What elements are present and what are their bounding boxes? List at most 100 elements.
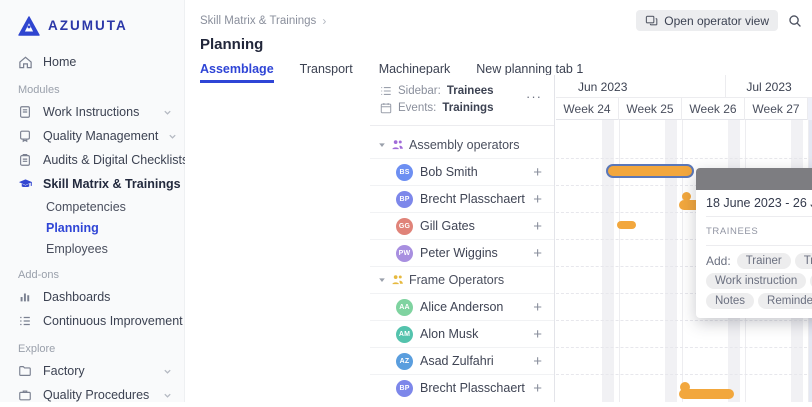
avatar: AA [396, 298, 413, 316]
sidebar-item-label: Work Instructions [43, 105, 140, 119]
trainee-row-brecht-plasschaert[interactable]: BP Brecht Plasschaert + [370, 185, 554, 212]
avatar: PW [396, 244, 413, 262]
trainee-row-asad-zulfahri[interactable]: AZ Asad Zulfahri + [370, 347, 554, 374]
week-cell-28-current: Week 28 [808, 98, 812, 120]
grid-row-line [556, 185, 812, 186]
sidebar-item-quality-procedures[interactable]: Quality Procedures [0, 383, 184, 407]
trainee-name: Alon Musk [420, 327, 479, 341]
add-event-button[interactable]: + [533, 190, 542, 208]
event-bar-gill-gates[interactable] [617, 221, 636, 229]
sidebar-subitem-employees[interactable]: Employees [46, 241, 108, 256]
trainee-name: Bob Smith [420, 165, 478, 179]
trainee-name: Asad Zulfahri [420, 354, 494, 368]
avatar: BS [396, 163, 413, 181]
add-event-button[interactable]: + [533, 379, 542, 397]
sidebar-item-audits-digital-checklists[interactable]: Audits & Digital Checklists [0, 148, 206, 172]
add-event-button[interactable]: + [533, 217, 542, 235]
trainee-row-brecht-plasschaert-2[interactable]: BP Brecht Plasschaert + [370, 374, 554, 401]
trainee-name: Alice Anderson [420, 300, 504, 314]
open-operator-view-button[interactable]: Open operator view [636, 10, 778, 31]
sidebar-item-label: Home [43, 55, 77, 69]
sidebar-section-modules: Modules [18, 84, 60, 96]
sidebar-item-quality-management[interactable]: Quality Management [0, 124, 184, 148]
event-popup-header[interactable]: ✕ [696, 168, 812, 190]
logo[interactable]: AZUMUTA [0, 0, 184, 38]
event-bar-brecht-plasschaert-frame[interactable] [679, 389, 734, 399]
avatar: BP [396, 379, 413, 397]
grid-row-line [556, 347, 812, 348]
event-bar-brecht-plasschaert[interactable] [679, 200, 707, 210]
logo-text: AZUMUTA [48, 18, 128, 33]
sidebar-item-work-instructions[interactable]: Work Instructions [0, 100, 184, 124]
sidebar-item-dashboards[interactable]: Dashboards [0, 285, 184, 309]
weekend-band [665, 120, 677, 402]
add-spot-button[interactable]: Spot [810, 273, 812, 289]
add-reminder-button[interactable]: Reminder [758, 293, 812, 309]
clipboard-icon [18, 153, 33, 168]
planning-tabs: Assemblage Transport Machinepark New pla… [185, 53, 812, 83]
search-icon[interactable] [788, 14, 802, 28]
group-people-icon [391, 139, 404, 151]
trainee-row-alice-anderson[interactable]: AA Alice Anderson + [370, 293, 554, 320]
tab-new-planning-tab-1[interactable]: New planning tab 1 [476, 62, 584, 76]
tab-assemblage[interactable]: Assemblage [200, 62, 274, 83]
sidebar-subitem-planning[interactable]: Planning [46, 220, 99, 235]
sidebar-section-addons: Add-ons [18, 269, 59, 281]
grid-row-line [556, 374, 812, 375]
group-header-frame-operators[interactable]: Frame Operators [370, 266, 554, 293]
trainee-row-alon-musk[interactable]: AM Alon Musk + [370, 320, 554, 347]
add-trainer-button[interactable]: Trainer [736, 253, 791, 269]
sidebar-mode-label: Sidebar: [398, 84, 441, 97]
breadcrumb-chevron-icon: › [322, 13, 327, 28]
sidebar-item-label: Quality Management [43, 129, 159, 143]
breadcrumb[interactable]: Skill Matrix & Trainings [200, 14, 317, 27]
trainee-row-bob-smith[interactable]: BS Bob Smith + [370, 158, 554, 185]
sidebar-item-skill-matrix-trainings[interactable]: Skill Matrix & Trainings [0, 172, 199, 196]
trainee-name: Gill Gates [420, 219, 475, 233]
checklist-icon [18, 314, 33, 329]
caret-down-icon [378, 141, 386, 149]
chevron-down-icon [163, 108, 172, 117]
month-cell-jul: Jul 2023 [746, 79, 792, 94]
tab-transport[interactable]: Transport [299, 62, 353, 76]
month-header-row: Jun 2023 Jul 2023 [556, 75, 812, 98]
group-name: Assembly operators [409, 137, 520, 152]
folder-icon [18, 364, 33, 379]
sidebar-mode-value[interactable]: Trainees [446, 84, 494, 97]
azumuta-logo-icon [18, 15, 40, 36]
event-popup: ✕ 18 June 2023 - 26 June 2023 ··· TRAINE… [696, 168, 812, 318]
add-event-button[interactable]: + [533, 163, 542, 181]
sidebar-subitem-competencies[interactable]: Competencies [46, 199, 126, 214]
avatar: BP [396, 190, 413, 208]
open-operator-view-label: Open operator view [664, 13, 769, 28]
sidebar-item-factory[interactable]: Factory [0, 359, 184, 383]
event-bar-bob-smith-selected[interactable] [606, 164, 694, 178]
add-event-button[interactable]: + [533, 244, 542, 262]
sidebar-item-label: Quality Procedures [43, 388, 150, 402]
add-event-button[interactable]: + [533, 352, 542, 370]
list-icon [380, 85, 392, 97]
add-work-instruction-button[interactable]: Work instruction [706, 273, 807, 289]
chevron-down-icon [168, 132, 177, 141]
event-marker-head [680, 382, 690, 392]
add-notes-button[interactable]: Notes [706, 293, 755, 309]
sidebar-item-home[interactable]: Home [0, 50, 184, 74]
trainee-row-gill-gates[interactable]: GG Gill Gates + [370, 212, 554, 239]
tab-machinepark[interactable]: Machinepark [378, 62, 451, 76]
week-cell-26: Week 26 [682, 98, 745, 120]
calendar-icon [380, 102, 392, 114]
add-trainer-group-button[interactable]: Trainer group [794, 253, 812, 269]
week-cell-27: Week 27 [745, 98, 808, 120]
add-event-button[interactable]: + [533, 325, 542, 343]
group-header-assembly-operators[interactable]: Assembly operators [370, 131, 554, 158]
avatar: GG [396, 217, 413, 235]
add-event-button[interactable]: + [533, 298, 542, 316]
sidebar-item-continuous-improvement[interactable]: Continuous Improvement [0, 309, 201, 333]
panel-more-button[interactable]: ··· [526, 89, 542, 104]
grid-column-line [682, 120, 683, 402]
avatar: AZ [396, 352, 413, 370]
week-header-row: Week 24 Week 25 Week 26 Week 27 Week 28 … [556, 98, 812, 120]
trainee-row-peter-wiggins[interactable]: PW Peter Wiggins + [370, 239, 554, 266]
grid-row-line [556, 293, 812, 294]
events-mode-value[interactable]: Trainings [442, 101, 494, 114]
